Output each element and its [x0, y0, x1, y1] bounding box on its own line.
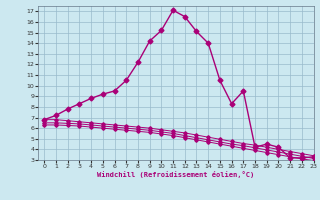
X-axis label: Windchill (Refroidissement éolien,°C): Windchill (Refroidissement éolien,°C)	[97, 171, 255, 178]
